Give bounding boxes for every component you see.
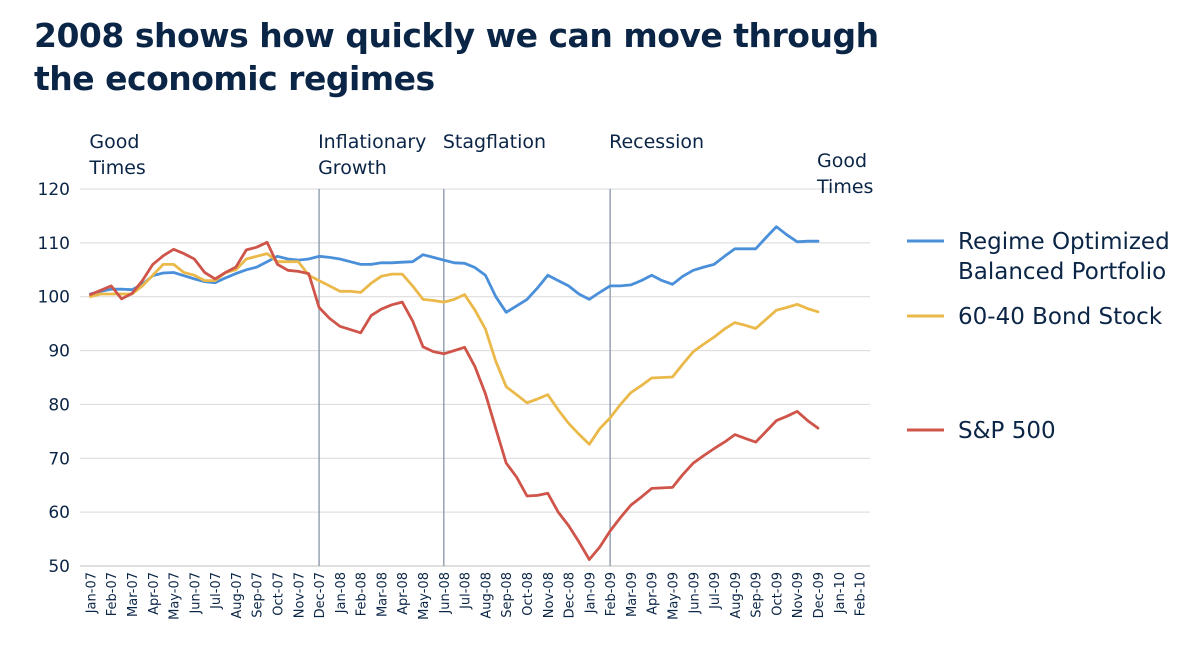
gridlines [80,188,870,567]
x-tick-label: Feb-09 [604,572,619,616]
y-tick-label: 90 [48,342,70,362]
x-tick-label: Mar-08 [375,572,390,617]
x-tick-label: Jun-09 [687,572,702,615]
x-tick-label: Mar-07 [126,572,141,617]
x-tick-label: Oct-09 [770,572,785,616]
x-tick-label: Dec-09 [812,572,827,618]
y-tick-label: 60 [48,503,70,523]
series-line [89,252,820,446]
y-tick-label: 100 [38,288,70,308]
y-axis-ticks: 50 60 70 80 90 100 110 120 [38,180,70,577]
x-tick-label: Sep-09 [750,572,765,618]
y-tick-label: 70 [48,449,70,469]
y-tick-label: 120 [38,180,70,200]
regime-label: Good Times [816,150,873,198]
x-tick-label: Feb-07 [105,572,120,616]
x-tick-label: Mar-09 [625,572,640,617]
x-tick-label: Feb-10 [854,572,869,616]
regime-labels: Good Times Inflationary Growth Stagflation Re… [88,131,873,198]
x-tick-label: Nov-07 [292,572,307,618]
x-tick-label: Nov-09 [791,572,806,618]
x-tick-label: Dec-07 [313,572,328,618]
regime-label: Recession [609,131,704,153]
x-tick-label: Jul-08 [459,572,474,610]
x-tick-label: Jun-07 [188,572,203,615]
y-tick-label: 80 [48,395,70,415]
x-axis: Jan-07 Feb-07 Mar-07 Apr-07 May-07 Jun-07 Jul-… [80,565,870,620]
x-tick-label: Jan-08 [334,572,349,614]
legend: Regime Optimized Balanced Portfolio 60-40 … [907,229,1170,444]
chart-title: 2008 shows how quickly we can move throu… [34,16,879,98]
x-tick-label: Oct-08 [521,572,536,616]
x-tick-label: Jul-09 [708,572,723,610]
series-line [89,240,820,561]
series-line [89,225,820,314]
x-tick-label: May-07 [168,572,183,620]
x-tick-label: Aug-07 [230,572,245,619]
x-tick-label: Oct-07 [272,572,287,616]
x-tick-label: Jul-07 [209,572,224,610]
x-tick-label: Apr-07 [147,572,162,615]
regime-label: Good Times [88,131,145,179]
x-tick-label: Dec-08 [563,572,578,618]
x-tick-label: Aug-08 [479,572,494,619]
regime-label: Stagflation [443,131,546,153]
x-tick-label: Jun-08 [438,572,453,615]
y-tick-label: 50 [48,557,70,577]
regime-boundaries [318,189,611,566]
x-tick-label: May-08 [417,572,432,620]
x-tick-label: Jan-09 [583,572,598,614]
legend-label: Regime Optimized Balanced Portfolio [958,229,1170,285]
y-tick-label: 110 [38,234,70,254]
x-tick-label: Sep-07 [251,572,266,618]
x-tick-label: Apr-08 [396,572,411,615]
x-tick-label: Nov-08 [542,572,557,618]
x-tick-label: May-09 [667,572,682,620]
legend-label: S&P 500 [958,418,1056,444]
x-tick-label: Jan-10 [833,572,848,614]
legend-label: 60-40 Bond Stock [958,304,1163,330]
x-tick-label: Aug-09 [729,572,744,619]
regime-label: Inflationary Growth [318,131,426,179]
x-tick-label: Sep-08 [500,572,515,618]
x-tick-label: Apr-09 [646,572,661,615]
x-tick-label: Jan-07 [84,572,99,614]
x-tick-label: Feb-08 [355,572,370,616]
series-lines [89,225,820,561]
